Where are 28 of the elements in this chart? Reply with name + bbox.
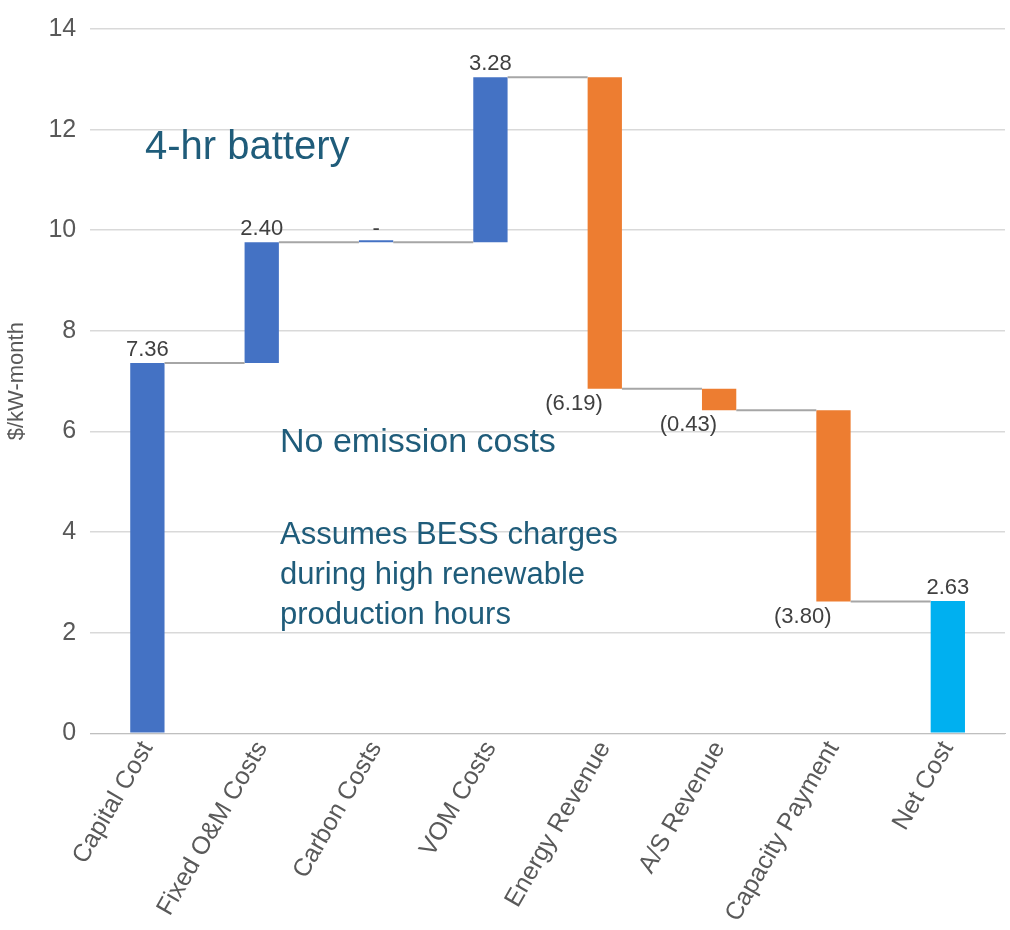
y-tick-label: 14	[48, 12, 77, 41]
data-label: 3.28	[469, 50, 512, 76]
y-tick-label: 10	[48, 214, 77, 243]
annotation: Assumes BESS charges during high renewable production hours	[280, 515, 618, 631]
data-label: (0.43)	[659, 411, 718, 437]
y-tick-label: 4	[62, 515, 77, 544]
bar	[701, 388, 737, 411]
bar	[587, 77, 622, 389]
data-label: (6.19)	[545, 389, 603, 415]
y-tick-label: 12	[48, 113, 77, 142]
bar	[244, 242, 279, 364]
bar	[130, 363, 165, 733]
data-label: (3.80)	[773, 602, 832, 628]
annotation: 4-hr battery	[145, 123, 350, 168]
y-tick-label: 6	[62, 415, 77, 444]
y-tick-label: 2	[62, 616, 77, 645]
y-tick-label: 0	[62, 717, 77, 746]
annotation: No emission costs	[280, 421, 556, 460]
data-label: 2.40	[240, 215, 284, 241]
y-axis-title: $/kW-month	[3, 322, 29, 441]
bar	[816, 410, 851, 602]
bar	[930, 601, 965, 733]
data-label: 2.63	[926, 574, 970, 600]
data-label: 7.36	[125, 336, 169, 362]
bar	[473, 77, 508, 243]
y-tick-label: 8	[62, 314, 77, 343]
bar	[358, 240, 394, 243]
data-label: -	[372, 215, 380, 241]
